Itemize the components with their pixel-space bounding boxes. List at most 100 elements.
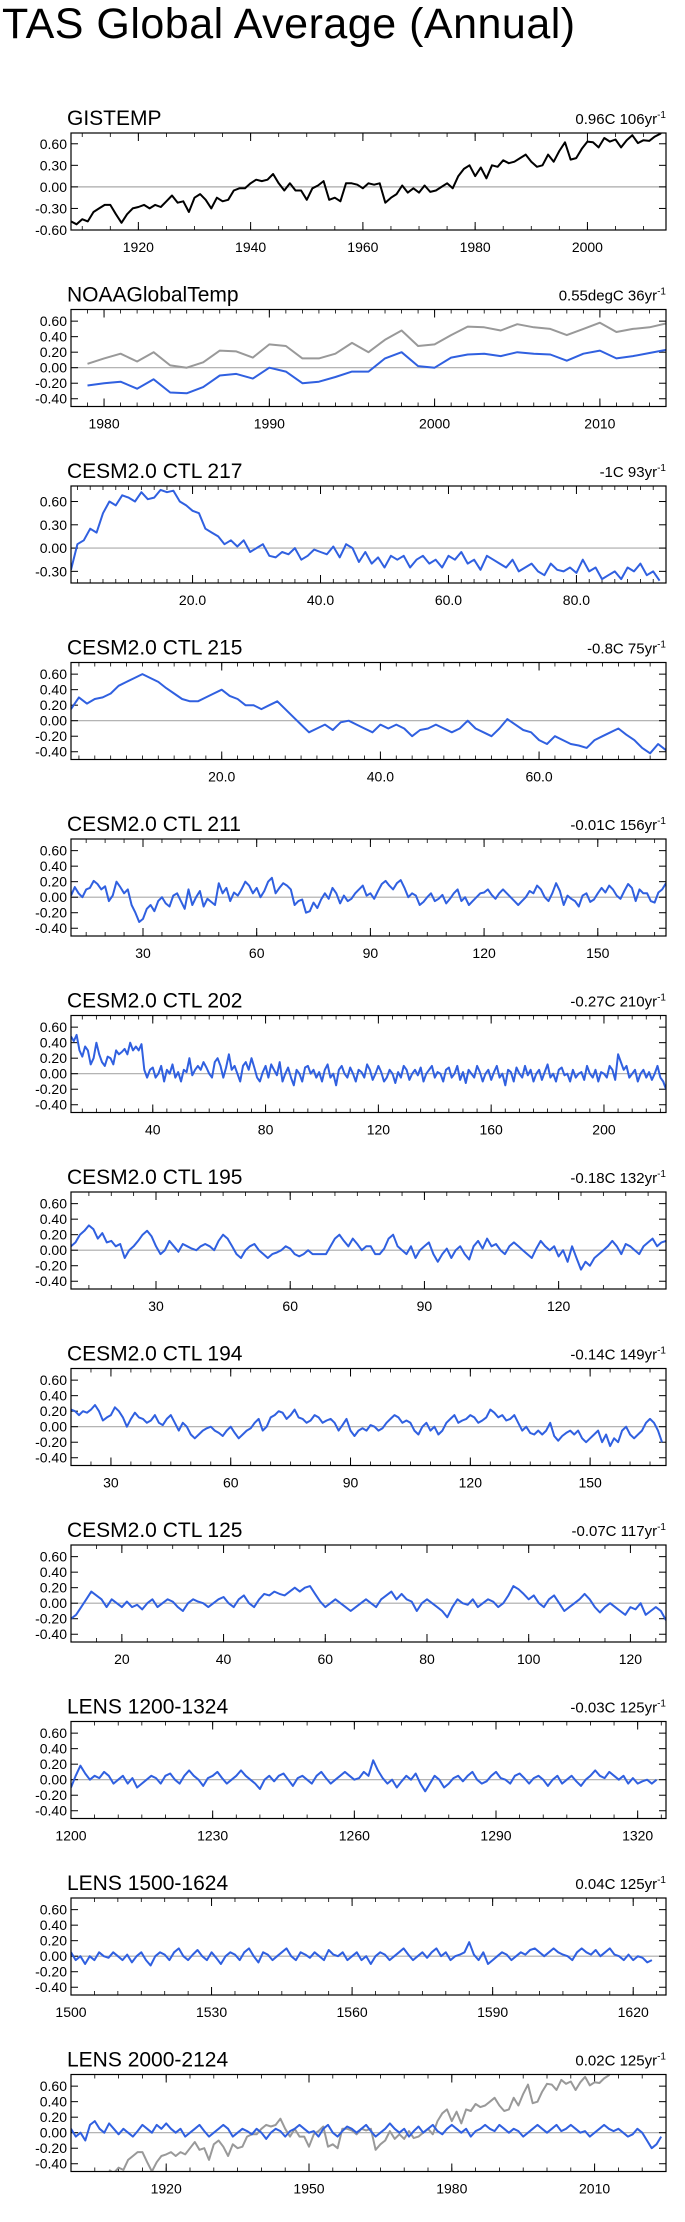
x-tick-label: 30 (148, 1298, 164, 1314)
y-tick-label: 0.20 (40, 874, 67, 890)
x-tick-label: 80 (419, 1651, 435, 1667)
chart-title: CESM2.0 CTL 125 (67, 1519, 242, 1542)
x-tick-label: 1560 (337, 2004, 368, 2020)
y-tick-label: 0.60 (40, 494, 67, 510)
series-line (87, 348, 666, 395)
y-tick-label: -0.20 (35, 1081, 67, 1097)
y-tick-label: -0.20 (35, 905, 67, 921)
y-tick-label: -0.20 (35, 1258, 67, 1274)
y-tick-label: 0.60 (40, 666, 67, 682)
y-tick-label: -0.40 (35, 1273, 67, 1289)
chart-title: GISTEMP (67, 107, 162, 130)
trend-label: -0.03C 125yr-1 (570, 1699, 666, 1717)
y-tick-label: 0.60 (40, 1549, 67, 1565)
x-tick-label: 1920 (123, 239, 154, 255)
x-tick-label: 1320 (622, 1828, 653, 1844)
series-line (87, 321, 666, 369)
x-tick-label: 60 (282, 1298, 298, 1314)
y-tick-label: -0.20 (35, 1611, 67, 1627)
y-tick-label: 0.00 (40, 1242, 67, 1258)
y-tick-label: -0.40 (35, 1450, 67, 1466)
y-tick-label: 0.40 (40, 1741, 67, 1757)
y-tick-label: 0.00 (40, 1772, 67, 1788)
trend-label: -0.14C 149yr-1 (570, 1346, 666, 1364)
series-line (108, 2074, 611, 2172)
series-line (71, 1759, 658, 1793)
x-tick-label: 1200 (55, 1828, 86, 1844)
x-tick-label: 80 (258, 1122, 274, 1138)
x-tick-label: 1260 (339, 1828, 370, 1844)
y-tick-label: 0.00 (40, 2125, 67, 2141)
x-tick-label: 2000 (572, 239, 603, 255)
page-title: TAS Global Average (Annual) (2, 0, 576, 48)
chart-title: CESM2.0 CTL 211 (67, 813, 241, 836)
x-tick-label: 40 (216, 1651, 232, 1667)
x-tick-label: 1500 (55, 2004, 86, 2020)
chart-panel-1: GISTEMP 0.96C 106yr-1 -0.60 -0.30 0.00 0.30 0.… (35, 107, 667, 255)
y-tick-label: 0.00 (40, 1419, 67, 1435)
series-line (71, 488, 661, 582)
x-tick-label: 2010 (579, 2181, 610, 2197)
chart-panel-6: CESM2.0 CTL 202 -0.27C 210yr-1-0.40-0.200… (35, 990, 667, 1138)
y-tick-label: 0.20 (40, 1050, 67, 1066)
chart-title: CESM2.0 CTL 195 (67, 1166, 242, 1189)
x-tick-label: 120 (459, 1475, 483, 1491)
y-tick-label: -0.40 (35, 920, 67, 936)
series-line (71, 1941, 653, 1967)
y-tick-label: 0.00 (40, 540, 67, 556)
x-tick-label: 20 (114, 1651, 130, 1667)
trend-label: -0.27C 210yr-1 (570, 993, 666, 1011)
y-tick-label: 0.60 (40, 2078, 67, 2094)
y-tick-label: 0.60 (40, 1019, 67, 1035)
chart-title: CESM2.0 CTL 194 (67, 1343, 243, 1366)
x-tick-label: 1950 (293, 2181, 324, 2197)
chart-title: LENS 2000-2124 (67, 2049, 228, 2072)
y-tick-label: 0.00 (40, 360, 67, 376)
plot-frame (70, 308, 667, 408)
y-tick-label: 0.40 (40, 2094, 67, 2110)
x-tick-label: 60 (317, 1651, 333, 1667)
x-tick-label: 1960 (347, 239, 378, 255)
plot-frame (70, 485, 667, 584)
chart-panel-9: CESM2.0 CTL 125 -0.07C 117yr-1-0.40-0.200… (35, 1519, 667, 1667)
x-tick-label: 90 (417, 1298, 433, 1314)
plot-frame (70, 838, 667, 937)
x-tick-label: 1980 (460, 239, 491, 255)
x-tick-label: 40.0 (367, 769, 394, 785)
series-line (71, 673, 666, 755)
y-tick-label: 0.00 (40, 1066, 67, 1082)
series-line (71, 876, 666, 923)
x-tick-label: 40.0 (307, 592, 334, 608)
series-line (71, 1404, 663, 1448)
y-tick-label: 0.40 (40, 1035, 67, 1051)
x-tick-label: 150 (586, 945, 610, 961)
x-tick-label: 150 (578, 1475, 602, 1491)
plot-frame (70, 661, 667, 761)
x-tick-label: 90 (363, 945, 379, 961)
y-tick-label: 0.20 (40, 2109, 67, 2125)
x-tick-label: 1530 (196, 2004, 227, 2020)
y-tick-label: 0.30 (40, 517, 67, 533)
trend-label: 0.04C 125yr-1 (575, 1875, 666, 1893)
y-tick-label: -0.20 (35, 728, 67, 744)
trend-label: -1C 93yr-1 (600, 463, 667, 481)
series-line (71, 1585, 666, 1621)
plot-frame (70, 1897, 667, 1996)
y-tick-label: 0.60 (40, 1725, 67, 1741)
chart-panel-4: CESM2.0 CTL 215 -0.8C 75yr-1 -0.40-0.200.0… (35, 637, 667, 785)
x-tick-label: 120 (547, 1298, 571, 1314)
trend-label: 0.55degC 36yr-1 (559, 287, 667, 305)
chart-panel-5: CESM2.0 CTL 211 -0.01C 156yr-1-0.40-0.200… (35, 813, 667, 961)
x-tick-label: 1230 (197, 1828, 228, 1844)
trend-label: 0.02C 125yr-1 (575, 2052, 666, 2070)
y-tick-label: -0.20 (35, 2140, 67, 2156)
x-tick-label: 20.0 (179, 592, 206, 608)
x-tick-label: 40 (145, 1122, 161, 1138)
y-tick-label: 0.00 (40, 713, 67, 729)
plot-frame (70, 1367, 667, 1467)
x-tick-label: 120 (472, 945, 496, 961)
trend-label: -0.8C 75yr-1 (587, 640, 666, 658)
chart-panel-3: CESM2.0 CTL 217 -1C 93yr-1 -0.30 0.00 0.30 0.… (35, 460, 667, 608)
y-tick-label: -0.40 (35, 744, 67, 760)
y-tick-label: 0.40 (40, 1564, 67, 1580)
